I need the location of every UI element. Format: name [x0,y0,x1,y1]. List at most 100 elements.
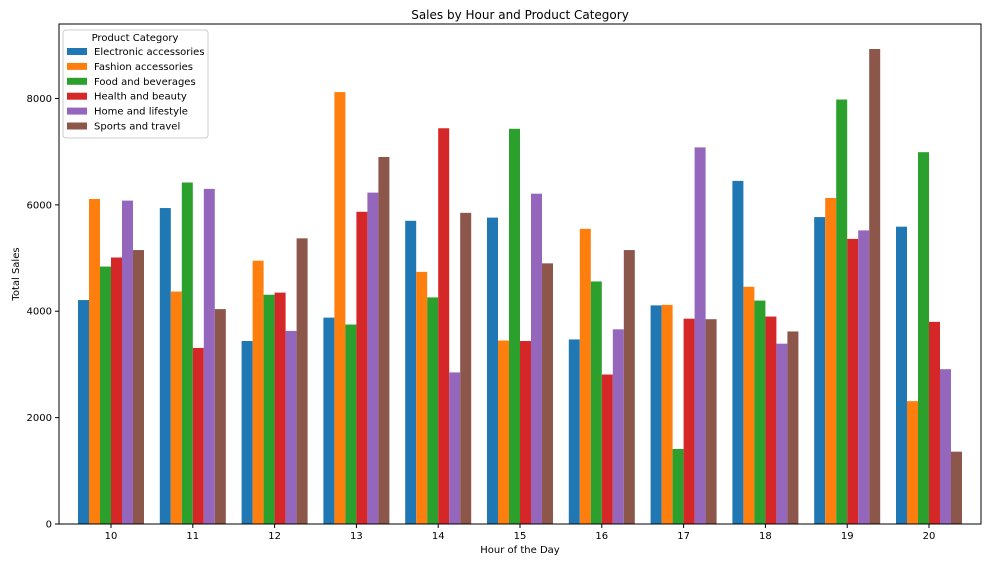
bar-sports-and-travel-14 [460,212,472,524]
bar-health-and-beauty-13 [356,211,368,524]
bar-electronic-accessories-12 [241,341,253,524]
x-tick-label: 11 [186,531,199,542]
bar-electronic-accessories-13 [323,317,335,524]
x-tick-label: 12 [268,531,281,542]
bar-health-and-beauty-12 [274,292,286,524]
bar-food-and-beverages-13 [345,324,357,524]
bar-health-and-beauty-18 [765,316,777,524]
bar-home-and-lifestyle-15 [531,193,542,524]
bar-food-and-beverages-15 [509,128,520,525]
bar-food-and-beverages-11 [181,182,193,524]
legend-label: Home and lifestyle [94,107,188,118]
y-tick-label: 4000 [27,307,52,318]
x-tick-label: 13 [350,531,363,542]
bar-health-and-beauty-10 [111,257,122,524]
bar-sports-and-travel-10 [133,250,144,524]
bar-health-and-beauty-15 [520,341,531,524]
bar-home-and-lifestyle-10 [122,200,133,524]
legend-label: Sports and travel [94,122,180,133]
bar-electronic-accessories-11 [159,208,171,525]
y-tick-label: 6000 [27,200,52,211]
bar-fashion-accessories-13 [334,92,346,524]
bar-electronic-accessories-15 [487,217,498,524]
bar-food-and-beverages-12 [263,294,275,524]
x-tick-label: 15 [514,531,527,542]
legend-swatch [67,92,87,100]
bar-electronic-accessories-10 [78,300,89,524]
bar-sports-and-travel-17 [705,319,717,524]
y-ticks-group: 0 2000 4000 6000 8000 [27,94,59,531]
bar-health-and-beauty-14 [438,128,450,524]
bar-sports-and-travel-16 [623,250,635,524]
legend-label: Food and beverages [94,77,196,88]
y-tick-label: 0 [46,520,52,531]
bar-home-and-lifestyle-11 [203,188,215,524]
bar-fashion-accessories-10 [89,199,100,524]
bar-fashion-accessories-19 [825,197,837,524]
x-tick-label: 20 [923,531,936,542]
bar-health-and-beauty-17 [683,318,695,524]
legend-swatch [67,48,87,55]
bar-food-and-beverages-20 [918,152,929,524]
bar-electronic-accessories-16 [568,339,580,524]
bar-food-and-beverages-17 [672,449,684,524]
bar-food-and-beverages-10 [100,266,111,524]
bar-home-and-lifestyle-13 [367,192,379,524]
bar-electronic-accessories-14 [405,220,417,524]
bar-fashion-accessories-15 [498,340,509,524]
bar-fashion-accessories-17 [661,304,673,524]
bar-health-and-beauty-19 [847,238,859,524]
bar-home-and-lifestyle-12 [285,330,297,524]
x-tick-label: 17 [677,531,690,542]
bar-health-and-beauty-20 [929,321,940,524]
legend-label: Electronic accessories [94,47,205,58]
x-tick-label: 16 [595,531,608,542]
legend: Product Category Electronic accessories F… [62,29,209,139]
x-ticks-group: 10 11 12 13 14 15 16 17 18 19 20 [105,524,936,542]
legend-label: Fashion accessories [94,62,193,73]
x-tick-label: 14 [432,531,445,542]
x-tick-label: 19 [841,531,854,542]
bar-health-and-beauty-11 [192,347,204,524]
legend-swatch [67,107,87,115]
bar-fashion-accessories-20 [907,401,918,524]
bars-group [78,49,962,525]
bar-fashion-accessories-12 [252,260,264,524]
bar-sports-and-travel-18 [787,331,799,524]
bar-food-and-beverages-19 [836,99,848,524]
legend-items: Electronic accessories Fashion accessorie… [67,47,205,133]
bar-food-and-beverages-16 [590,281,602,524]
y-tick-label: 8000 [27,94,52,105]
chart-title: Sales by Hour and Product Category [411,8,629,22]
bar-home-and-lifestyle-18 [776,343,788,524]
bar-fashion-accessories-16 [579,228,591,525]
bar-sports-and-travel-11 [214,309,226,524]
bar-fashion-accessories-18 [743,286,755,524]
legend-swatch [67,62,87,70]
bar-electronic-accessories-18 [732,180,744,524]
legend-label: Health and beauty [94,92,187,103]
bar-sports-and-travel-12 [296,238,308,525]
x-axis-label: Hour of the Day [480,545,560,556]
bar-electronic-accessories-20 [896,226,907,524]
bar-home-and-lifestyle-14 [449,372,461,524]
y-axis-label: Total Sales [11,247,22,301]
bar-home-and-lifestyle-20 [940,369,951,524]
legend-swatch [67,122,87,130]
bar-home-and-lifestyle-16 [612,329,624,524]
y-tick-label: 2000 [27,413,52,424]
legend-swatch [67,77,87,85]
bar-sports-and-travel-19 [869,49,881,524]
x-tick-label: 18 [759,531,772,542]
bar-fashion-accessories-11 [170,291,182,524]
bar-food-and-beverages-18 [754,300,766,524]
bar-fashion-accessories-14 [416,271,428,524]
bar-sports-and-travel-13 [378,156,390,525]
bar-food-and-beverages-14 [427,297,439,524]
bar-health-and-beauty-16 [601,374,613,524]
bar-electronic-accessories-19 [814,217,826,524]
bar-sports-and-travel-20 [951,451,962,524]
legend-box [62,29,209,139]
x-tick-label: 10 [105,531,118,542]
